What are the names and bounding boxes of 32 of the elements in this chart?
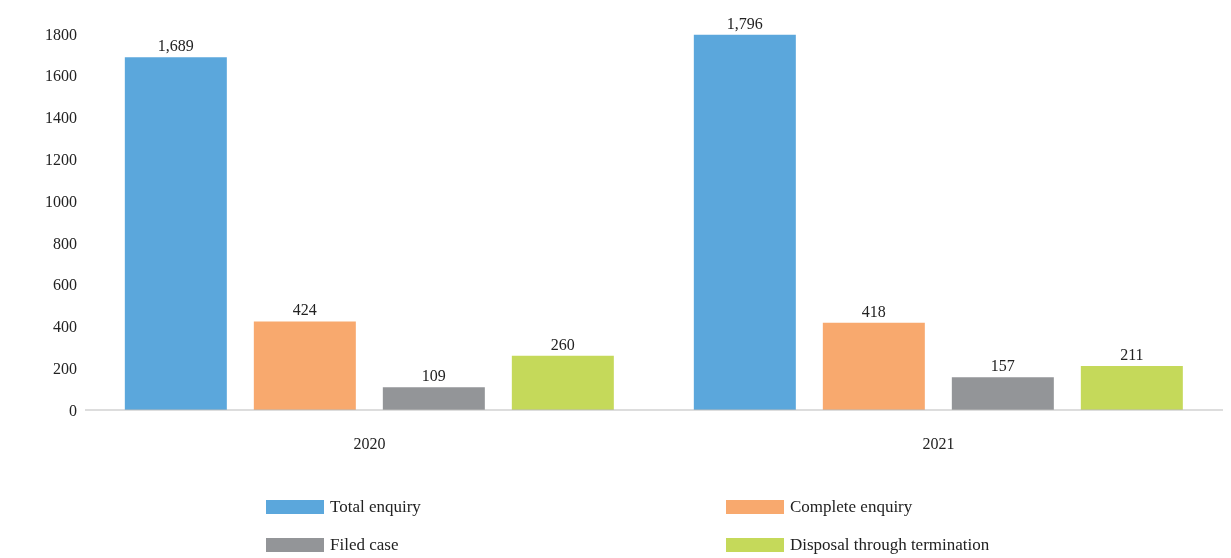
legend-label: Disposal through termination — [790, 535, 990, 555]
data-label: 260 — [550, 335, 575, 353]
data-label: 418 — [861, 302, 886, 320]
data-label: 1,796 — [726, 14, 763, 32]
data-label: 109 — [421, 367, 446, 385]
y-tick-label: 1600 — [45, 67, 77, 85]
y-tick-label: 400 — [53, 318, 77, 336]
bar — [253, 321, 356, 410]
y-tick-label: 1400 — [45, 109, 77, 127]
data-label: 424 — [292, 301, 317, 319]
bar — [1080, 365, 1183, 410]
bar — [124, 57, 227, 410]
bar — [511, 355, 614, 410]
y-tick-label: 800 — [53, 234, 77, 252]
bar — [693, 34, 796, 410]
y-tick-label: 1000 — [45, 192, 77, 210]
bar — [382, 387, 485, 410]
data-label: 1,689 — [157, 37, 194, 55]
x-tick-label: 2021 — [922, 435, 955, 453]
y-tick-label: 200 — [53, 359, 77, 377]
data-label: 157 — [990, 357, 1015, 375]
bar — [822, 322, 925, 410]
y-tick-label: 600 — [53, 276, 77, 294]
y-tick-label: 1800 — [45, 25, 77, 43]
legend-label: Complete enquiry — [790, 497, 913, 517]
data-label: 211 — [1120, 345, 1144, 363]
bar — [951, 377, 1054, 410]
y-tick-label: 0 — [69, 401, 77, 419]
y-tick-label: 1200 — [45, 151, 77, 169]
legend-label: Total enquiry — [330, 497, 421, 517]
x-tick-label: 2020 — [353, 435, 386, 453]
legend-label: Filed case — [330, 535, 399, 555]
